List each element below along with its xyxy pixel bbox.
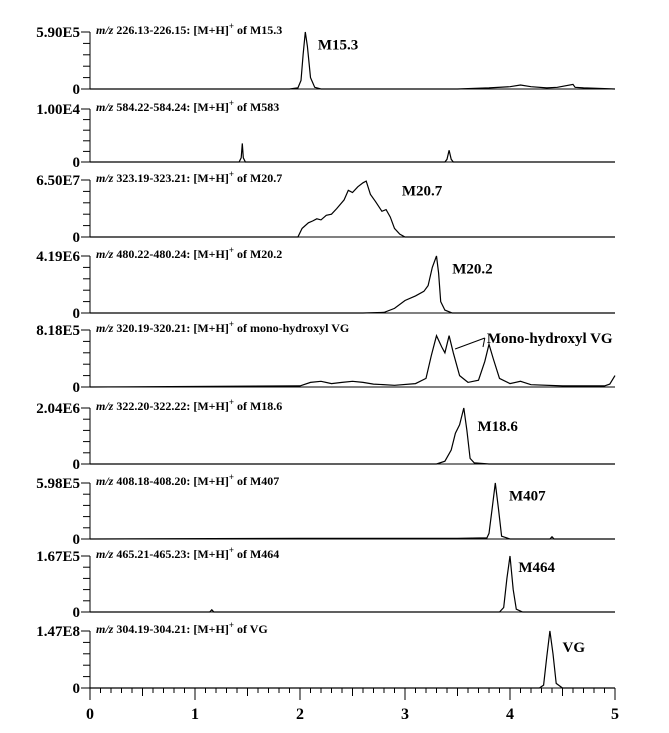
y-zero-label: 0: [73, 380, 81, 396]
y-max-label: 2.04E6: [36, 401, 80, 417]
panel-9: 1.47E8 0 m/z 304.19-304.21: [M+H]+ of VG VG: [36, 620, 615, 697]
panel-title: m/z 480.22-480.24: [M+H]+ of M20.2: [96, 245, 282, 261]
y-zero-label: 0: [73, 306, 81, 322]
y-max-label: 1.00E4: [36, 102, 80, 118]
trace-9: [90, 630, 615, 689]
y-zero-label: 0: [73, 605, 81, 621]
panel-4: 4.19E6 0 m/z 480.22-480.24: [M+H]+ of M20.…: [36, 245, 615, 322]
trace-7: [89, 482, 615, 540]
trace-8: [90, 555, 615, 613]
y-zero-label: 0: [73, 82, 81, 98]
x-tick-label: 1: [191, 706, 199, 723]
panel-title: m/z 323.19-323.21: [M+H]+ of M20.7: [96, 169, 282, 185]
y-zero-label: 0: [73, 230, 81, 246]
x-tick-label: 5: [611, 706, 619, 723]
y-zero-label: 0: [73, 681, 81, 697]
panel-title: m/z 322.20-322.22: [M+H]+ of M18.6: [96, 397, 282, 413]
x-tick-label: 4: [506, 706, 514, 723]
panel-8: 1.67E5 0 m/z 465.21-465.23: [M+H]+ of M464…: [36, 545, 615, 621]
panel-title: m/z 584.22-584.24: [M+H]+ of M583: [96, 98, 279, 114]
trace-2: [90, 143, 615, 163]
x-tick-label: 3: [401, 706, 409, 723]
trace-4: [90, 255, 615, 314]
y-zero-label: 0: [73, 457, 81, 473]
trace-5: [89, 333, 616, 388]
panel-title: m/z 320.19-320.21: [M+H]+ of mono-hydrox…: [96, 319, 349, 335]
panel-6: 2.04E6 0 m/z 322.20-322.22: [M+H]+ of M18.…: [36, 397, 615, 473]
pointer-line: [482, 337, 486, 348]
trace-3: [90, 180, 615, 238]
trace-1: [90, 31, 616, 90]
y-max-label: 6.50E7: [36, 173, 80, 189]
peak-label: M407: [509, 488, 546, 504]
panel-title: m/z 408.18-408.20: [M+H]+ of M407: [96, 472, 279, 488]
peak-label: M15.3: [318, 38, 358, 54]
y-max-label: 1.67E5: [36, 549, 80, 565]
y-max-label: 1.47E8: [36, 624, 80, 640]
peak-label: VG: [563, 640, 586, 656]
y-max-label: 8.18E5: [36, 323, 80, 339]
panel-5: 8.18E5 0 m/z 320.19-320.21: [M+H]+ of mono…: [36, 319, 616, 396]
panel-7: 5.98E5 0 m/z 408.18-408.20: [M+H]+ of M407…: [36, 472, 615, 548]
peak-label: M18.6: [477, 419, 518, 435]
panel-title: m/z 465.21-465.23: [M+H]+ of M464: [96, 545, 279, 561]
pointer-line: [454, 337, 485, 350]
peak-label: M464: [518, 560, 555, 576]
y-max-label: 5.98E5: [36, 476, 80, 492]
panel-title: m/z 304.19-304.21: [M+H]+ of VG: [96, 620, 268, 636]
panel-3: 6.50E7 0 m/z 323.19-323.21: [M+H]+ of M20.…: [36, 169, 615, 246]
panel-title: m/z 226.13-226.15: [M+H]+ of M15.3: [96, 21, 282, 37]
y-max-label: 4.19E6: [36, 249, 80, 265]
x-tick-label: 0: [86, 706, 94, 723]
trace-6: [90, 407, 615, 465]
y-zero-label: 0: [73, 532, 81, 548]
y-zero-label: 0: [73, 155, 81, 171]
peak-label: M20.2: [452, 262, 492, 278]
peak-label: M20.7: [402, 183, 443, 199]
x-tick-label: 2: [296, 706, 304, 723]
y-max-label: 5.90E5: [36, 25, 80, 41]
peak-label: Mono-hydroxyl VG: [487, 331, 613, 347]
panel-2: 1.00E4 0 m/z 584.22-584.24: [M+H]+ of M583: [36, 98, 615, 171]
panel-1: 5.90E5 0 m/z 226.13-226.15: [M+H]+ of M15.…: [36, 21, 616, 98]
